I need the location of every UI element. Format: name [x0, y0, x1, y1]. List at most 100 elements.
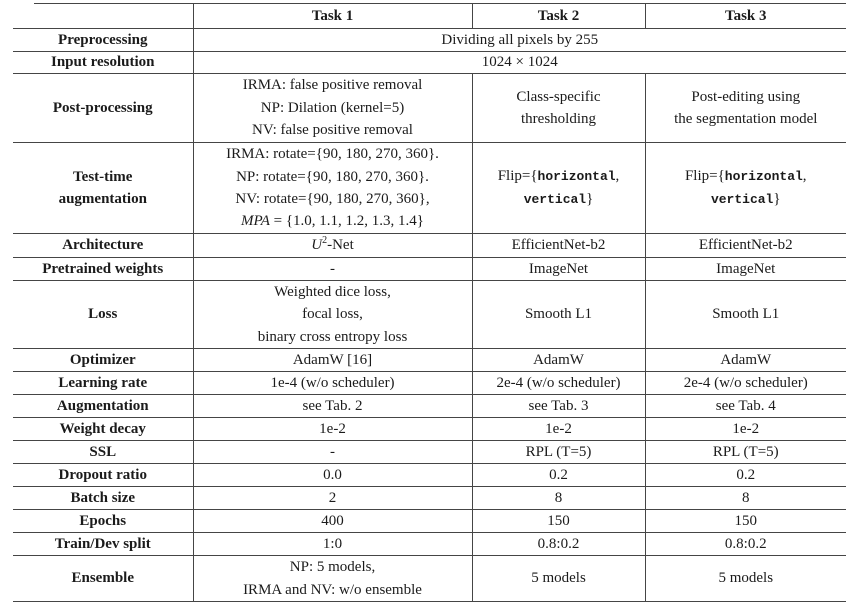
row-header-input-resolution: Input resolution — [13, 51, 193, 74]
cell-train-dev-split-task1: 1:0 — [192, 532, 472, 556]
table-row-ensemble: Ensemble NP: 5 models, IRMA and NV: w/o … — [13, 555, 846, 603]
cell-ssl-task3: RPL (T=5) — [644, 440, 846, 464]
cell-post-processing-task2: Class-specific thresholding — [471, 73, 645, 143]
cell-learning-rate-task1: 1e-4 (w/o scheduler) — [192, 371, 472, 395]
table-row-batch-size: Batch size 2 8 8 — [13, 486, 846, 510]
cell-augmentation-task3: see Tab. 4 — [644, 394, 846, 418]
cell-post-processing-task1: IRMA: false positive removal NP: Dilatio… — [192, 73, 472, 143]
cell-line: vertical} — [475, 188, 643, 211]
cell-line: Flip={horizontal, — [648, 165, 845, 188]
flip-vertical-token: vertical — [710, 192, 774, 207]
cell-epochs-task3: 150 — [644, 509, 846, 533]
table-row-dropout-ratio: Dropout ratio 0.0 0.2 0.2 — [13, 463, 846, 487]
cell-line: NP: rotate={90, 180, 270, 360}. — [236, 168, 429, 185]
table-row-input-resolution: Input resolution 1024 × 1024 — [13, 51, 846, 74]
u2net-suffix: -Net — [327, 237, 354, 253]
cell-ensemble-task2: 5 models — [471, 555, 645, 603]
table-row-epochs: Epochs 400 150 150 — [13, 509, 846, 533]
cell-optimizer-task3: AdamW — [644, 348, 846, 372]
cell-weight-decay-task3: 1e-2 — [644, 417, 846, 441]
cell-line: Weighted dice loss, — [274, 284, 391, 300]
top-rule-inset — [12, 0, 34, 6]
cell-loss-task3: Smooth L1 — [644, 279, 846, 349]
cell-dropout-task3: 0.2 — [644, 463, 846, 487]
cell-augmentation-task2: see Tab. 3 — [471, 394, 645, 418]
cell-line: binary cross entropy loss — [257, 328, 408, 345]
cell-input-resolution-value: 1024 × 1024 — [192, 51, 846, 74]
cell-optimizer-task2: AdamW — [471, 348, 645, 372]
cell-learning-rate-task3: 2e-4 (w/o scheduler) — [644, 371, 846, 395]
cell-architecture-task1: U2-Net — [192, 233, 472, 258]
cell-ensemble-task1: NP: 5 models, IRMA and NV: w/o ensemble — [192, 555, 472, 603]
flip-separator: , — [615, 167, 620, 184]
cell-batch-size-task3: 8 — [644, 486, 846, 510]
cell-line: vertical} — [648, 188, 845, 211]
table-header-row: Task 1 Task 2 Task 3 — [13, 3, 846, 29]
table-row-augmentation: Augmentation see Tab. 2 see Tab. 3 see T… — [13, 394, 846, 418]
cell-line: Class-specific — [516, 88, 601, 105]
cell-epochs-task1: 400 — [192, 509, 472, 533]
cell-line: IRMA: false positive removal — [242, 77, 423, 94]
cell-line: Post-editing using — [691, 88, 801, 105]
cell-ssl-task1: - — [192, 440, 472, 464]
cell-line: IRMA and NV: w/o ensemble — [243, 581, 422, 598]
row-header-augmentation: Augmentation — [13, 394, 193, 418]
u2net-u: U — [311, 237, 323, 253]
table-row-learning-rate: Learning rate 1e-4 (w/o scheduler) 2e-4 … — [13, 371, 846, 395]
flip-suffix: } — [773, 191, 781, 207]
cell-pretrained-task3: ImageNet — [644, 257, 846, 281]
flip-horizontal-token: horizontal — [724, 168, 803, 184]
row-header-architecture: Architecture — [13, 233, 193, 258]
cell-dropout-task1: 0.0 — [192, 463, 472, 487]
flip-horizontal-token: horizontal — [537, 168, 616, 184]
cell-pretrained-task1: - — [192, 257, 472, 281]
cell-line: NP: 5 models, — [289, 559, 376, 576]
cell-ensemble-task3: 5 models — [644, 555, 846, 603]
cell-loss-task1: Weighted dice loss, focal loss, binary c… — [192, 279, 472, 349]
row-header-post-processing: Post-processing — [13, 73, 193, 143]
row-header-preprocessing: Preprocessing — [13, 28, 193, 52]
cell-batch-size-task1: 2 — [192, 486, 472, 510]
flip-separator: , — [802, 167, 807, 184]
cell-line: NV: false positive removal — [252, 122, 413, 139]
column-header-task2: Task 2 — [471, 3, 645, 29]
cell-weight-decay-task1: 1e-2 — [192, 417, 472, 441]
flip-suffix: } — [586, 191, 594, 207]
cell-learning-rate-task2: 2e-4 (w/o scheduler) — [471, 371, 645, 395]
row-header-pretrained-weights: Pretrained weights — [13, 257, 193, 281]
cell-batch-size-task2: 8 — [471, 486, 645, 510]
row-header-epochs: Epochs — [13, 509, 193, 533]
flip-prefix: Flip={ — [684, 167, 725, 184]
cell-line: NP: Dilation (kernel=5) — [260, 99, 405, 116]
table-row-loss: Loss Weighted dice loss, focal loss, bin… — [13, 279, 846, 349]
column-header-task3: Task 3 — [644, 3, 846, 29]
cell-tta-task2: Flip={horizontal, vertical} — [471, 142, 645, 234]
cell-train-dev-split-task3: 0.8:0.2 — [644, 532, 846, 556]
row-header-learning-rate: Learning rate — [13, 371, 193, 395]
table-row-optimizer: Optimizer AdamW [16] AdamW AdamW — [13, 348, 846, 372]
cell-line: augmentation — [58, 191, 147, 207]
cell-pretrained-task2: ImageNet — [471, 257, 645, 281]
cell-line: Flip={horizontal, — [475, 165, 643, 188]
row-header-train-dev-split: Train/Dev split — [13, 532, 193, 556]
cell-line: MPA = {1.0, 1.1, 1.2, 1.3, 1.4} — [196, 210, 470, 232]
table-row-ssl: SSL - RPL (T=5) RPL (T=5) — [13, 440, 846, 464]
flip-vertical-token: vertical — [523, 192, 587, 207]
row-header-loss: Loss — [13, 279, 193, 349]
row-header-ensemble: Ensemble — [13, 555, 193, 603]
row-header-ssl: SSL — [13, 440, 193, 464]
hyperparameters-table: Task 1 Task 2 Task 3 Preprocessing Divid… — [13, 3, 846, 603]
cell-weight-decay-task2: 1e-2 — [471, 417, 645, 441]
cell-epochs-task2: 150 — [471, 509, 645, 533]
cell-tta-task1: IRMA: rotate={90, 180, 270, 360}. NP: ro… — [192, 142, 472, 234]
cell-line: NV: rotate={90, 180, 270, 360}, — [235, 191, 430, 207]
cell-ssl-task2: RPL (T=5) — [471, 440, 645, 464]
table-row-architecture: Architecture U2-Net EfficientNet-b2 Effi… — [13, 233, 846, 258]
flip-prefix: Flip={ — [497, 167, 538, 184]
table-row-pretrained-weights: Pretrained weights - ImageNet ImageNet — [13, 257, 846, 281]
row-header-dropout-ratio: Dropout ratio — [13, 463, 193, 487]
row-header-optimizer: Optimizer — [13, 348, 193, 372]
row-header-test-time-augmentation: Test-time augmentation — [13, 142, 193, 234]
cell-line: IRMA: rotate={90, 180, 270, 360}. — [226, 146, 439, 163]
